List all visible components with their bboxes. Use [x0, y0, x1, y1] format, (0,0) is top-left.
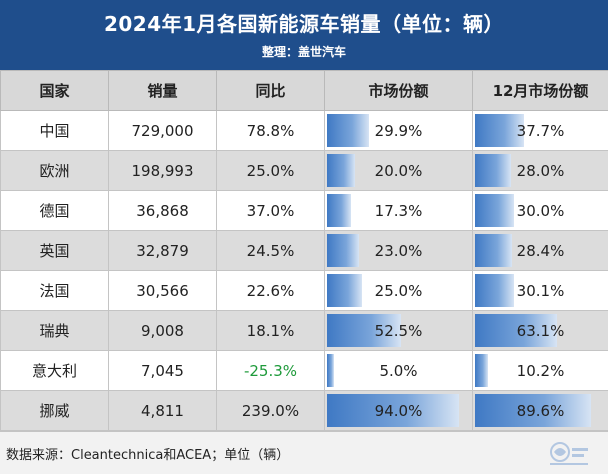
share-cell: 94.0% [325, 391, 473, 431]
share-bar [327, 114, 369, 147]
share-bar [327, 154, 355, 187]
yoy-cell: -25.3% [217, 351, 325, 391]
dec-share-cell: 10.2% [473, 351, 608, 391]
sales-cell: 30,566 [109, 271, 217, 311]
share-cell: 17.3% [325, 191, 473, 231]
column-header-yoy: 同比 [217, 71, 325, 111]
share-value: 10.2% [517, 362, 565, 380]
share-bar [327, 354, 334, 387]
share-cell: 23.0% [325, 231, 473, 271]
sales-cell: 198,993 [109, 151, 217, 191]
column-header-sales: 销量 [109, 71, 217, 111]
table-header-row: 国家 销量 同比 市场份额 12月市场份额 [1, 71, 608, 111]
share-bar [475, 274, 514, 307]
share-cell: 29.9% [325, 111, 473, 151]
column-header-share: 市场份额 [325, 71, 473, 111]
share-value: 25.0% [375, 282, 423, 300]
share-bar [475, 354, 488, 387]
footer: 数据来源：Cleantechnica和ACEA；单位（辆） [0, 431, 608, 474]
sales-cell: 4,811 [109, 391, 217, 431]
yoy-cell: 239.0% [217, 391, 325, 431]
column-header-country: 国家 [1, 71, 109, 111]
share-value: 52.5% [375, 322, 423, 340]
share-bar [475, 154, 511, 187]
share-cell: 20.0% [325, 151, 473, 191]
dec-share-cell: 63.1% [473, 311, 608, 351]
country-cell: 中国 [1, 111, 109, 151]
share-value: 37.7% [517, 122, 565, 140]
share-value: 30.0% [517, 202, 565, 220]
dec-share-cell: 28.4% [473, 231, 608, 271]
share-value: 28.4% [517, 242, 565, 260]
share-bar [327, 274, 362, 307]
country-cell: 英国 [1, 231, 109, 271]
source-note: 数据来源：Cleantechnica和ACEA；单位（辆） [6, 444, 289, 463]
gasgoo-logo-icon [546, 440, 590, 468]
share-value: 94.0% [375, 402, 423, 420]
share-value: 30.1% [517, 282, 565, 300]
yoy-cell: 24.5% [217, 231, 325, 271]
share-value: 28.0% [517, 162, 565, 180]
page-subtitle: 整理：盖世汽车 [0, 43, 608, 60]
dec-share-cell: 28.0% [473, 151, 608, 191]
share-value: 20.0% [375, 162, 423, 180]
share-value: 89.6% [517, 402, 565, 420]
country-cell: 欧洲 [1, 151, 109, 191]
title-bar: 2024年1月各国新能源车销量（单位：辆） 整理：盖世汽车 [0, 0, 608, 70]
page-title: 2024年1月各国新能源车销量（单位：辆） [0, 8, 608, 37]
share-bar [475, 194, 514, 227]
share-cell: 25.0% [325, 271, 473, 311]
share-value: 17.3% [375, 202, 423, 220]
column-header-dec-share: 12月市场份额 [473, 71, 608, 111]
share-value: 63.1% [517, 322, 565, 340]
dec-share-cell: 30.1% [473, 271, 608, 311]
yoy-cell: 78.8% [217, 111, 325, 151]
share-value: 5.0% [379, 362, 417, 380]
dec-share-cell: 37.7% [473, 111, 608, 151]
country-cell: 瑞典 [1, 311, 109, 351]
sales-cell: 7,045 [109, 351, 217, 391]
sales-cell: 9,008 [109, 311, 217, 351]
sales-cell: 36,868 [109, 191, 217, 231]
sales-cell: 729,000 [109, 111, 217, 151]
share-bar [475, 234, 512, 267]
dec-share-cell: 30.0% [473, 191, 608, 231]
yoy-cell: 18.1% [217, 311, 325, 351]
country-cell: 挪威 [1, 391, 109, 431]
yoy-cell: 37.0% [217, 191, 325, 231]
share-value: 29.9% [375, 122, 423, 140]
share-bar [327, 194, 351, 227]
share-value: 23.0% [375, 242, 423, 260]
share-cell: 5.0% [325, 351, 473, 391]
yoy-cell: 25.0% [217, 151, 325, 191]
country-cell: 法国 [1, 271, 109, 311]
dec-share-cell: 89.6% [473, 391, 608, 431]
country-cell: 意大利 [1, 351, 109, 391]
share-cell: 52.5% [325, 311, 473, 351]
country-cell: 德国 [1, 191, 109, 231]
yoy-cell: 22.6% [217, 271, 325, 311]
share-bar [327, 234, 359, 267]
sales-cell: 32,879 [109, 231, 217, 271]
